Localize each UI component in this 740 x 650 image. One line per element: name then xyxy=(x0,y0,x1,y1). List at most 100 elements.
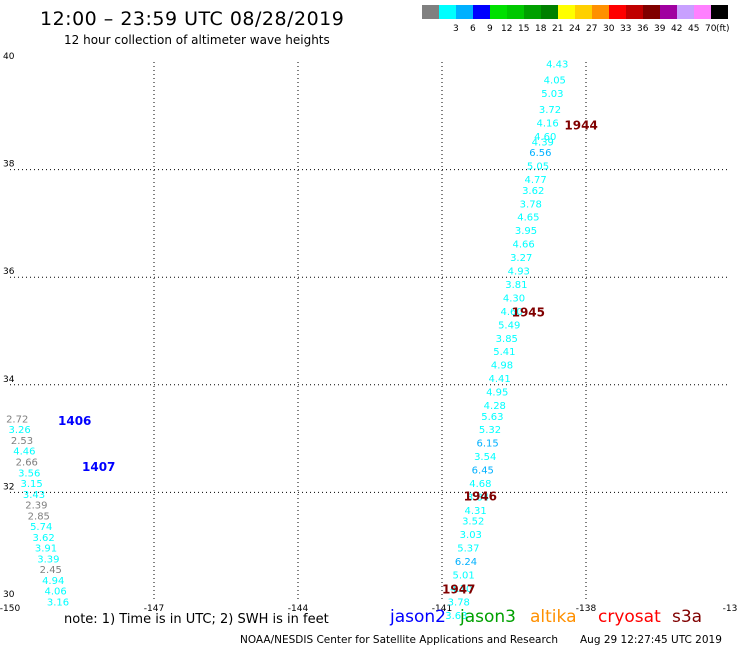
data-point-label: 6.56 xyxy=(529,148,551,159)
data-point-label: 5.01 xyxy=(452,570,474,581)
x-tick-label: -141 xyxy=(432,604,452,614)
scale-swatch xyxy=(592,5,609,19)
data-point-label: 5.32 xyxy=(479,425,501,436)
data-point-label: 6.15 xyxy=(476,439,498,450)
scale-swatch xyxy=(660,5,677,19)
data-point-label: 4.30 xyxy=(503,293,525,304)
x-tick-label: -138 xyxy=(576,604,597,614)
pass-time-label: 1945 xyxy=(512,305,545,319)
data-point-label: 3.62 xyxy=(32,533,54,544)
data-point-label: 3.62 xyxy=(522,186,544,197)
scale-label: 9 xyxy=(487,24,493,34)
data-point-label: 3.63 xyxy=(445,611,467,622)
data-point-label: 4.65 xyxy=(517,213,539,224)
x-tick-label: -150 xyxy=(0,604,20,614)
data-point-label: 3.27 xyxy=(510,253,532,264)
scale-swatch xyxy=(694,5,711,19)
scale-label: 12 xyxy=(501,24,513,34)
data-point-label: 3.15 xyxy=(20,479,42,490)
scale-label: 3 xyxy=(453,24,459,34)
legend-entry-jason2: jason2 xyxy=(390,607,446,627)
data-point-label: 4.41 xyxy=(488,374,510,385)
data-point-label: 4.66 xyxy=(512,240,534,251)
y-tick-label: 32 xyxy=(3,482,14,492)
data-point-label: 5.37 xyxy=(457,544,479,555)
data-point-label: 3.56 xyxy=(18,468,40,479)
data-point-label: 5.03 xyxy=(541,89,563,100)
data-point-label: 6.45 xyxy=(472,466,494,477)
scale-swatch xyxy=(558,5,575,19)
y-tick-label: 40 xyxy=(3,52,15,62)
data-point-label: 2.53 xyxy=(11,436,33,447)
scale-swatch xyxy=(422,5,439,19)
data-point-label: 4.39 xyxy=(532,137,554,148)
data-point-label: 4.16 xyxy=(536,119,558,130)
y-tick-label: 38 xyxy=(3,160,15,170)
scale-swatch xyxy=(456,5,473,19)
scale-label: 24 xyxy=(569,24,581,34)
scale-swatch xyxy=(473,5,490,19)
data-point-label: 6.24 xyxy=(455,557,477,568)
data-point-label: 4.05 xyxy=(544,76,566,87)
data-point-label: 4.43 xyxy=(546,59,568,70)
pass-time-label: 1947 xyxy=(442,583,475,597)
x-tick-label: -13 xyxy=(723,604,738,614)
data-point-label: 4.94 xyxy=(42,576,64,587)
data-point-label: 4.60 xyxy=(500,307,522,318)
data-point-label: 4.31 xyxy=(464,506,486,517)
scale-label: 18 xyxy=(535,24,547,34)
scale-label: 6 xyxy=(470,24,476,34)
data-point-label: 2.45 xyxy=(40,565,62,576)
data-point-label: 3.91 xyxy=(35,544,57,555)
data-point-label: 3.78 xyxy=(520,199,542,210)
x-tick-label: -147 xyxy=(144,604,164,614)
scale-label: (ft) xyxy=(716,24,730,34)
legend-entry-s3a: s3a xyxy=(672,607,703,627)
pass-time-label: 1406 xyxy=(58,414,91,428)
y-tick-label: 30 xyxy=(3,590,15,600)
data-point-label: 4.60 xyxy=(534,132,556,143)
data-point-label: 3.26 xyxy=(8,425,30,436)
scale-swatch xyxy=(609,5,626,19)
data-point-label: 3.84 xyxy=(467,492,489,503)
scale-label: 45 xyxy=(688,24,700,34)
data-point-label: 5.49 xyxy=(498,320,520,331)
footer-note: note: 1) Time is in UTC; 2) SWH is in fe… xyxy=(64,612,329,627)
data-point-label: 3.95 xyxy=(515,226,537,237)
scale-swatch xyxy=(490,5,507,19)
x-tick-label: -144 xyxy=(288,604,309,614)
data-point-label: 5.41 xyxy=(493,347,515,358)
data-point-label: 3.16 xyxy=(47,597,69,608)
data-point-label: 4.10 xyxy=(450,584,472,595)
chart-title: 12:00 – 23:59 UTC 08/28/2019 xyxy=(40,8,345,30)
y-tick-label: 36 xyxy=(3,267,15,277)
legend-entry-cryosat: cryosat xyxy=(598,607,661,627)
data-point-label: 4.98 xyxy=(491,361,513,372)
legend-entry-jason3: jason3 xyxy=(460,607,516,627)
scale-label: 36 xyxy=(637,24,649,34)
data-point-label: 3.39 xyxy=(37,554,59,565)
scale-label: 42 xyxy=(671,24,683,34)
data-point-label: 4.06 xyxy=(44,587,66,598)
scale-swatch xyxy=(677,5,694,19)
scale-swatch xyxy=(524,5,541,19)
data-point-label: 2.39 xyxy=(25,501,47,512)
data-point-label: 3.72 xyxy=(539,105,561,116)
scale-swatch xyxy=(541,5,558,19)
data-point-label: 2.66 xyxy=(16,458,38,469)
data-point-label: 3.03 xyxy=(460,530,482,541)
scale-label: 33 xyxy=(620,24,632,34)
data-point-label: 4.77 xyxy=(524,175,546,186)
data-point-label: 5.74 xyxy=(30,522,52,533)
data-point-label: 4.95 xyxy=(486,388,508,399)
scale-label: 39 xyxy=(654,24,666,34)
data-point-label: 2.85 xyxy=(28,511,50,522)
scale-swatch xyxy=(626,5,643,19)
data-point-label: 3.85 xyxy=(496,334,518,345)
scale-label: 21 xyxy=(552,24,564,34)
pass-time-label: 1407 xyxy=(82,460,115,474)
pass-time-label: 1946 xyxy=(464,489,497,503)
scale-swatch xyxy=(711,5,728,19)
scale-label: 27 xyxy=(586,24,598,34)
